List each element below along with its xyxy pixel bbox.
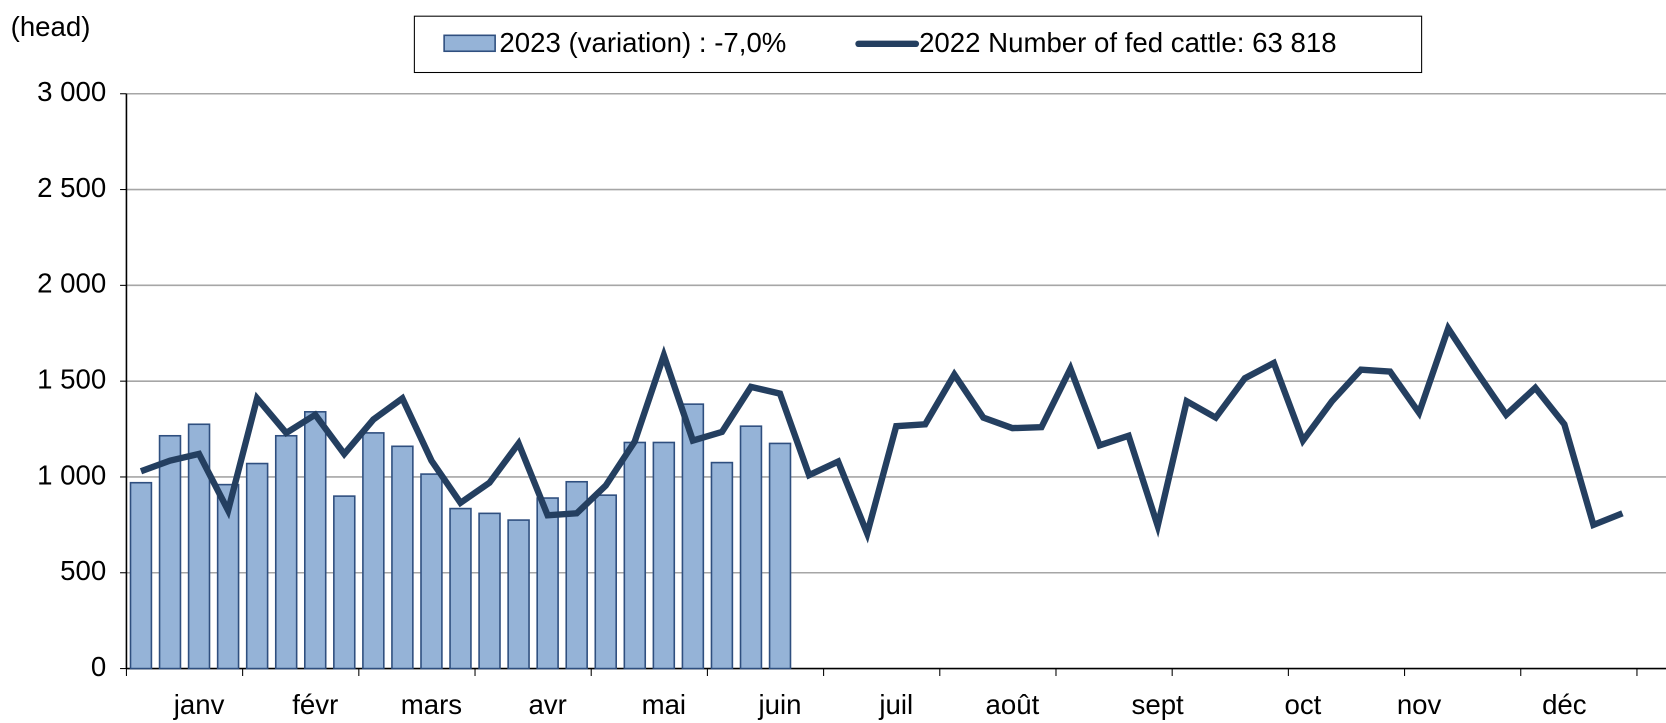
bar xyxy=(420,473,443,670)
bar xyxy=(623,441,647,670)
bar xyxy=(129,481,153,670)
x-tick-label: mars xyxy=(401,689,462,720)
bar xyxy=(187,423,211,670)
y-tick-label: 3 000 xyxy=(37,76,106,107)
y-tick-label: 500 xyxy=(60,555,106,586)
x-tick-label: déc xyxy=(1542,689,1587,720)
bar xyxy=(303,411,327,670)
bar xyxy=(216,483,240,670)
line xyxy=(139,321,1624,544)
bar xyxy=(158,434,182,670)
x-tick-label: août xyxy=(986,689,1040,720)
y-axis-label: (head) xyxy=(11,11,91,42)
x-tick-label: mai xyxy=(642,689,687,720)
x-tick-label: juin xyxy=(758,689,802,720)
y-tick-label: 2 500 xyxy=(37,172,106,203)
bar xyxy=(362,432,385,670)
bar xyxy=(768,442,792,670)
bar xyxy=(594,494,617,670)
bar xyxy=(274,434,298,670)
legend-swatch xyxy=(443,34,496,53)
bar xyxy=(449,507,472,670)
bar xyxy=(245,462,269,670)
x-tick-label: févr xyxy=(292,689,338,720)
x-tick-label: juil xyxy=(878,689,913,720)
bar xyxy=(652,441,676,670)
y-tick-label: 2 000 xyxy=(37,268,106,299)
bar xyxy=(681,403,705,670)
bar xyxy=(739,425,763,670)
x-tick-label: nov xyxy=(1397,689,1442,720)
bar xyxy=(507,519,530,670)
bar xyxy=(536,497,559,670)
legend-label: 2022 Number of fed cattle: 63 818 xyxy=(919,27,1336,58)
legend-label: 2023 (variation) : -7,0% xyxy=(499,27,786,58)
x-tick-label: oct xyxy=(1284,689,1321,720)
bar xyxy=(710,461,734,670)
x-tick-label: janv xyxy=(173,689,225,720)
x-tick-label: sept xyxy=(1132,689,1185,720)
bar xyxy=(565,480,588,670)
bar xyxy=(333,495,356,670)
y-tick-label: 1 500 xyxy=(37,363,106,394)
bar xyxy=(391,445,414,670)
x-tick-label: avr xyxy=(528,689,566,720)
y-tick-label: 1 000 xyxy=(37,459,106,490)
y-tick-label: 0 xyxy=(91,651,106,682)
bar xyxy=(478,512,501,670)
